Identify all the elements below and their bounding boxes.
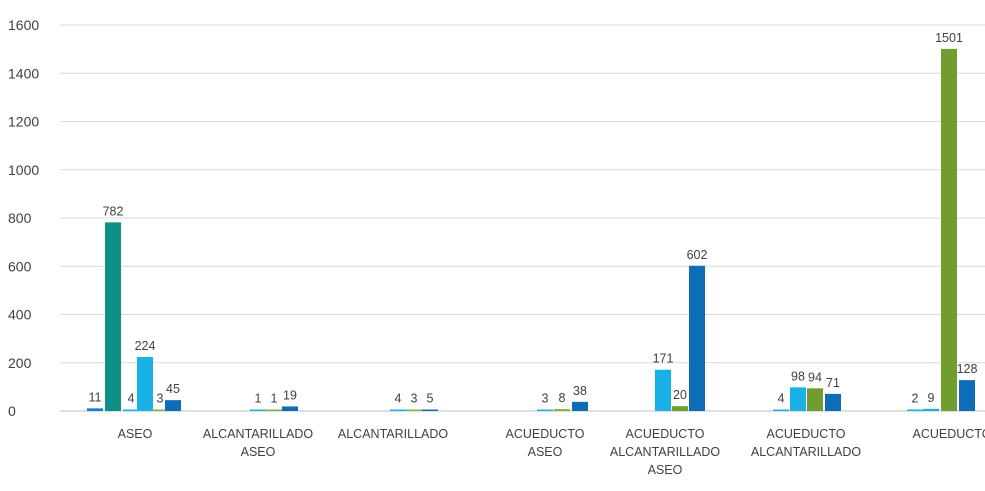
y-tick-label: 600	[8, 258, 32, 274]
data-label: 9	[928, 391, 935, 405]
bar	[672, 406, 688, 411]
data-label: 2	[912, 392, 919, 406]
data-label: 171	[653, 352, 674, 366]
y-tick-label: 400	[8, 307, 32, 323]
data-label: 45	[166, 382, 180, 396]
data-label: 4	[395, 392, 402, 406]
bar	[165, 400, 181, 411]
data-label: 1	[255, 392, 262, 406]
bar	[422, 409, 438, 411]
bar	[105, 222, 121, 411]
x-category-label: ASEO	[118, 427, 153, 441]
bar	[572, 401, 588, 411]
data-label: 71	[826, 376, 840, 390]
bar	[790, 387, 806, 411]
bar	[537, 409, 553, 411]
bar-series	[87, 48, 975, 411]
bar	[554, 409, 570, 411]
data-label: 782	[103, 204, 124, 218]
data-label: 98	[791, 369, 805, 383]
data-label: 4	[778, 392, 785, 406]
data-label: 3	[157, 392, 164, 406]
y-tick-label: 1600	[8, 17, 39, 33]
y-tick-label: 1000	[8, 162, 39, 178]
x-category-label: ACUEDUCTO ALCANTARILLADO ASEO	[610, 427, 720, 477]
bar	[250, 409, 266, 411]
data-label: 4	[128, 392, 135, 406]
bar	[406, 409, 422, 411]
y-tick-label: 200	[8, 355, 32, 371]
y-tick-label: 1400	[8, 65, 39, 81]
bar	[152, 409, 168, 411]
bar	[941, 48, 957, 411]
x-category-label: ALCANTARILLADO	[338, 427, 448, 441]
data-label: 20	[673, 388, 687, 402]
x-category-label: ACUEDUCTO	[913, 427, 985, 441]
data-label: 19	[283, 388, 297, 402]
bar	[773, 409, 789, 411]
data-label: 8	[559, 391, 566, 405]
data-label: 3	[542, 392, 549, 406]
bar	[825, 393, 841, 411]
data-label: 224	[135, 339, 156, 353]
bar	[807, 388, 823, 411]
bar	[266, 409, 282, 411]
bar	[282, 406, 298, 411]
x-category-label: ACUEDUCTO ALCANTARILLADO	[751, 427, 861, 459]
x-category-label: ACUEDUCTO ASEO	[506, 427, 585, 459]
y-axis: 0 200 400 600 800 1000 1200 1400 1600	[8, 17, 39, 419]
y-tick-label: 0	[8, 403, 16, 419]
x-category-label: ALCANTARILLADO ASEO	[203, 427, 313, 459]
data-label: 128	[957, 362, 978, 376]
x-axis: ASEO ALCANTARILLADO ASEO ALCANTARILLADO ACUE…	[118, 427, 985, 477]
data-label: 602	[687, 248, 708, 262]
bar	[390, 409, 406, 411]
gridlines	[60, 24, 985, 412]
bar	[137, 356, 153, 411]
bar	[123, 409, 139, 411]
bar	[959, 380, 975, 411]
data-label: 5	[427, 392, 434, 406]
data-label: 94	[808, 370, 822, 384]
data-label: 1	[271, 392, 278, 406]
bar	[655, 369, 671, 411]
bar	[923, 408, 939, 411]
data-label: 38	[573, 384, 587, 398]
data-label: 1501	[935, 31, 963, 45]
data-label: 3	[411, 392, 418, 406]
bar	[689, 265, 705, 411]
y-tick-label: 800	[8, 210, 32, 226]
bar	[87, 408, 103, 411]
y-tick-label: 1200	[8, 114, 39, 130]
data-label: 11	[89, 390, 102, 404]
bar	[907, 409, 923, 411]
